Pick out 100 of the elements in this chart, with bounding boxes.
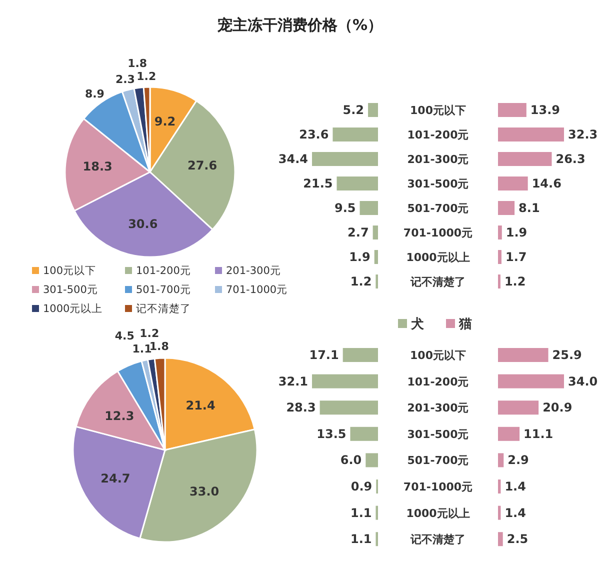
data-label: 2.7 [348, 226, 369, 240]
data-label: 1.9 [349, 250, 370, 264]
bar [498, 480, 501, 494]
bar [498, 532, 503, 546]
bar [498, 152, 552, 166]
data-label: 28.3 [286, 400, 316, 415]
legend-label: 记不清楚了 [136, 302, 191, 315]
bar [498, 453, 504, 468]
bar [366, 453, 378, 468]
bar [498, 348, 548, 362]
y-tick-label: 701-1000元 [403, 480, 473, 494]
data-label: 1.8 [128, 57, 148, 70]
data-label: 32.1 [278, 374, 308, 388]
legend-label: 201-300元 [226, 265, 281, 277]
bar [498, 201, 515, 215]
data-label: 1.1 [350, 506, 372, 520]
bar [498, 226, 502, 240]
data-label: 13.9 [530, 103, 560, 117]
legend-label: 701-1000元 [226, 284, 288, 296]
data-label: 25.9 [552, 348, 582, 362]
legend-label: 100元以下 [43, 264, 96, 277]
bar [332, 128, 378, 142]
data-label: 32.3 [568, 128, 598, 142]
y-tick-label: 501-700元 [407, 454, 469, 468]
data-label: 1.4 [504, 480, 526, 494]
y-tick-label: 201-300元 [407, 153, 469, 166]
bar [498, 506, 501, 520]
data-label: 27.6 [187, 158, 218, 172]
y-tick-label: 301-500元 [407, 178, 469, 190]
data-label: 13.5 [316, 426, 346, 441]
data-label: 26.3 [556, 152, 586, 166]
y-tick-label: 1000元以上 [406, 251, 470, 264]
data-label: 9.2 [154, 114, 176, 128]
data-label: 1.2 [350, 274, 372, 288]
data-label: 23.6 [299, 128, 329, 142]
bar [498, 250, 502, 264]
data-label: 1.2 [136, 70, 156, 84]
legend-label: 501-700元 [136, 284, 191, 296]
y-tick-label: 101-200元 [407, 128, 469, 142]
data-label: 24.7 [100, 471, 130, 486]
y-tick-label: 100元以下 [410, 104, 466, 117]
data-label: 30.6 [128, 217, 158, 232]
bar [312, 152, 378, 166]
legend-label: 1000元以上 [43, 302, 103, 315]
bar [498, 374, 564, 388]
bar [372, 226, 378, 240]
legend-label: 101-200元 [136, 265, 191, 277]
bar [498, 426, 520, 441]
data-label: 4.5 [114, 330, 134, 343]
data-label: 1.4 [504, 506, 526, 520]
data-label: 33.0 [190, 484, 220, 498]
y-tick-label: 701-1000元 [403, 226, 473, 240]
bar [498, 400, 539, 415]
bar [498, 128, 564, 142]
bar [336, 176, 378, 190]
data-label: 12.3 [104, 408, 134, 423]
data-label: 21.5 [303, 176, 333, 190]
data-label: 21.4 [186, 398, 216, 412]
data-label: 5.2 [342, 103, 364, 117]
y-tick-label: 501-700元 [407, 202, 469, 215]
y-tick-label: 记不清楚了 [410, 276, 466, 288]
data-label: 14.6 [532, 176, 562, 190]
data-label: 1.9 [506, 226, 528, 240]
bar [360, 201, 378, 215]
y-tick-label: 301-500元 [407, 428, 469, 441]
data-label: 8.9 [84, 87, 104, 100]
data-label: 34.0 [568, 374, 598, 388]
data-label: 34.4 [278, 152, 308, 166]
data-label: 18.3 [82, 160, 112, 174]
y-tick-label: 201-300元 [407, 402, 469, 415]
bar [350, 426, 378, 441]
bar [320, 400, 378, 415]
bar [312, 374, 378, 388]
data-label: 1.2 [504, 274, 526, 288]
y-tick-label: 记不清楚了 [410, 533, 466, 546]
bar [342, 348, 378, 362]
data-label: 20.9 [542, 400, 572, 415]
data-label: 2.9 [508, 453, 529, 468]
data-label: 9.5 [334, 201, 356, 215]
data-label: 1.2 [140, 327, 160, 340]
data-label: 1.1 [350, 532, 372, 546]
y-tick-label: 101-200元 [407, 375, 469, 388]
data-label: 2.5 [506, 532, 528, 546]
legend-label: 犬 [411, 317, 425, 332]
data-label: 1.1 [132, 342, 152, 356]
bar [498, 176, 528, 190]
data-label: 1.7 [505, 250, 527, 264]
bar [374, 250, 378, 264]
data-label: 0.9 [350, 480, 372, 494]
data-label: 17.1 [309, 348, 339, 362]
data-label: 6.0 [340, 453, 362, 468]
data-label: 11.1 [524, 426, 554, 441]
chart-title: 宠主冻干消费价格（%） [216, 16, 383, 34]
legend-label: 301-500元 [43, 284, 98, 296]
bar [498, 103, 526, 117]
data-label: 8.1 [518, 201, 540, 215]
y-tick-label: 1000元以上 [406, 506, 470, 520]
legend-label: 猫 [458, 317, 472, 332]
bar [368, 103, 378, 117]
data-label: 2.3 [115, 73, 135, 86]
